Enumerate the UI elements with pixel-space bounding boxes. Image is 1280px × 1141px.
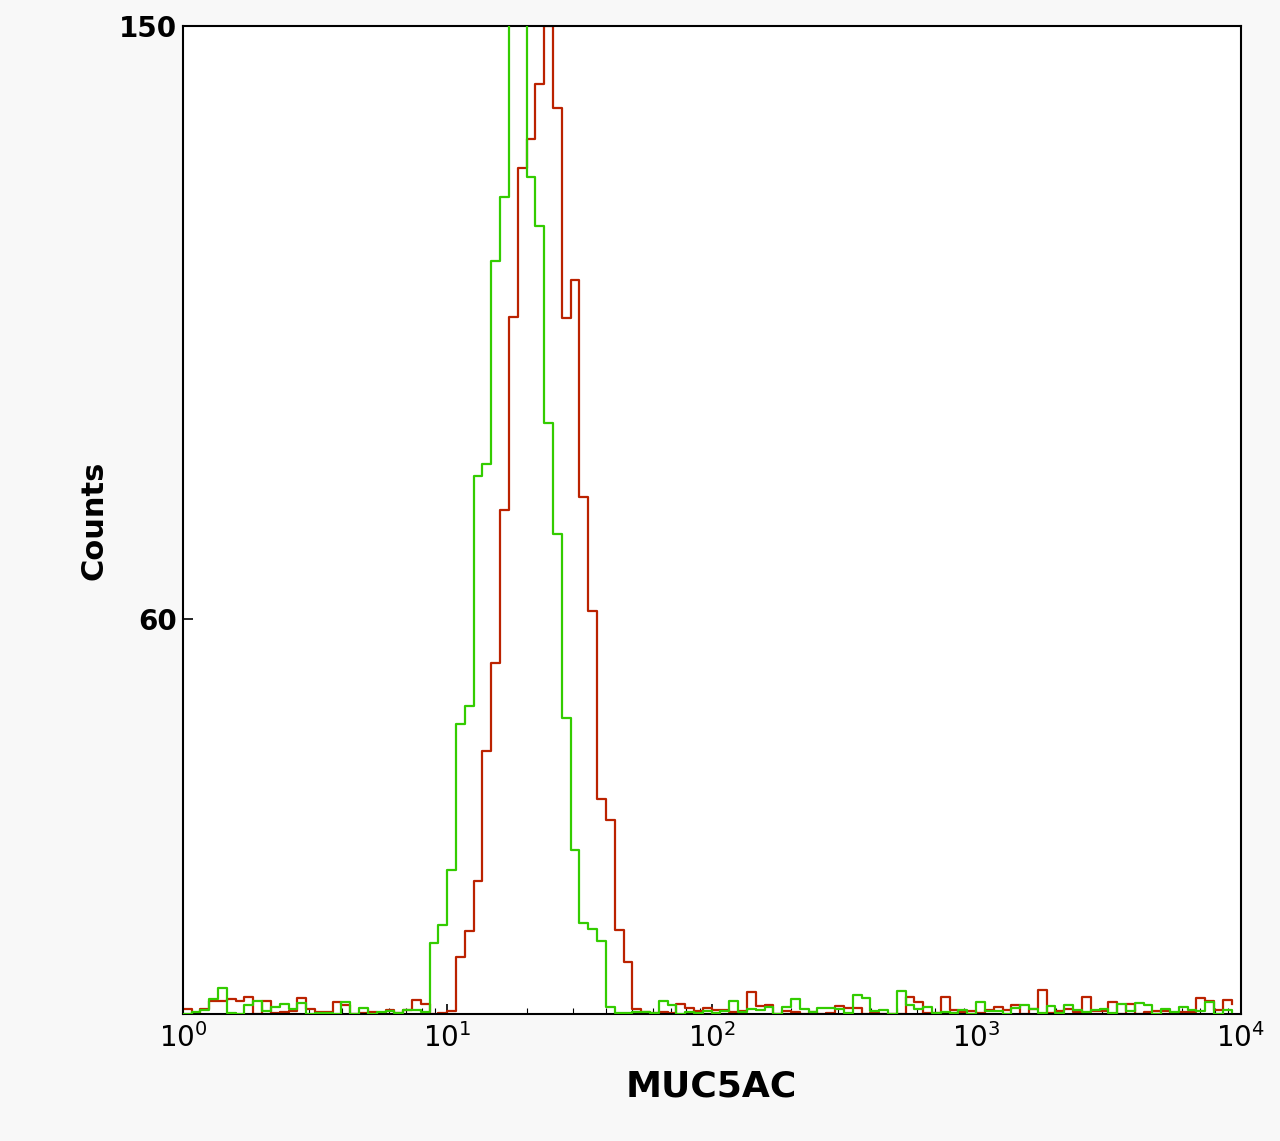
Y-axis label: Counts: Counts	[79, 461, 108, 580]
X-axis label: MUC5AC: MUC5AC	[626, 1069, 797, 1103]
